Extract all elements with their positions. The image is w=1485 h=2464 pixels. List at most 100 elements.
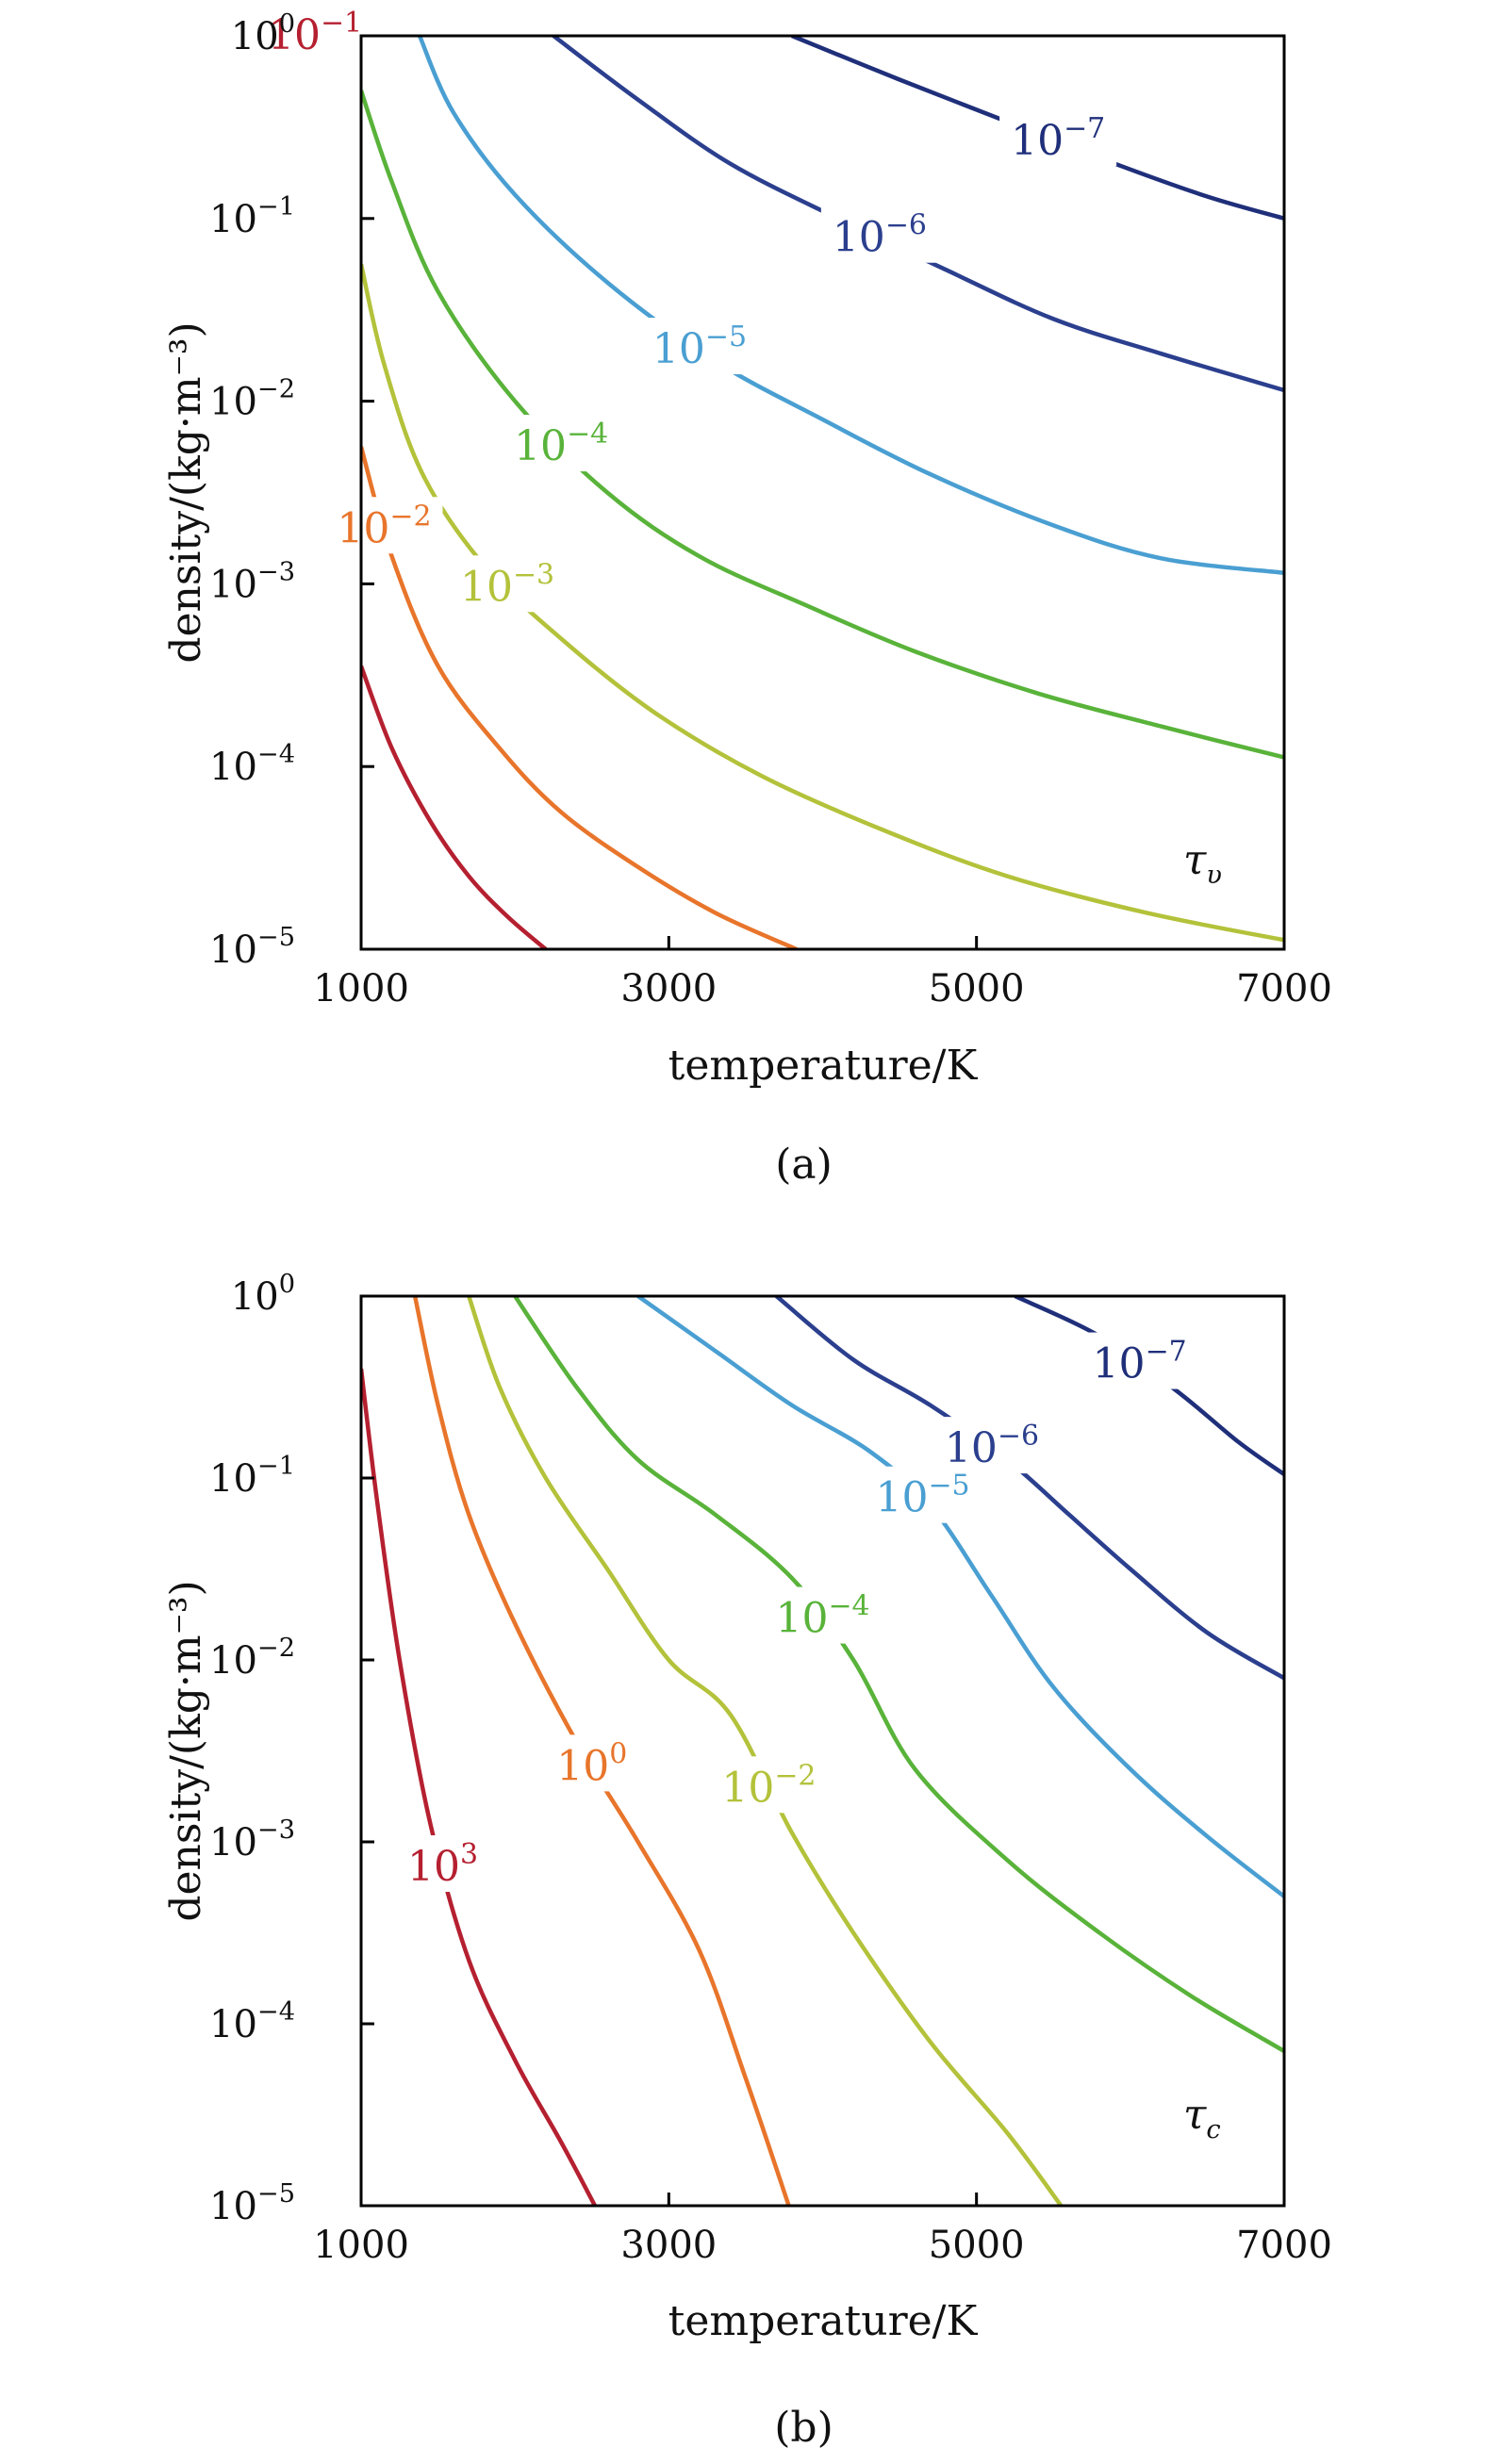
contour-label: 10−4 — [775, 1590, 869, 1643]
label-base: 10 — [337, 504, 389, 552]
label-gap — [764, 1586, 882, 1644]
y-axis-title: density/(kg·m⁻³) — [162, 321, 210, 663]
label-gap — [325, 497, 443, 554]
y-tick-label: 10−3 — [209, 557, 295, 606]
label-gap — [864, 1466, 982, 1523]
label-base: 10 — [209, 2185, 257, 2228]
x-axis-title: temperature/K — [668, 2297, 979, 2345]
label-exponent: −5 — [257, 2179, 295, 2209]
label-base: 10 — [1093, 1340, 1146, 1388]
label-gap — [533, 1734, 651, 1792]
label-base: 10 — [833, 214, 885, 262]
y-axis-title: density/(kg·m⁻³) — [162, 1580, 210, 1921]
contour-line — [361, 446, 798, 949]
y-tick-label: 10−4 — [209, 1997, 295, 2046]
label-base: 10 — [209, 198, 257, 241]
contour-label: 10−6 — [833, 209, 927, 262]
x-tick-label: 7000 — [1236, 967, 1332, 1010]
label-exponent: −4 — [257, 740, 295, 769]
label-base: 10 — [209, 563, 257, 606]
label-exponent: 0 — [279, 9, 295, 39]
label-base: 10 — [209, 1457, 257, 1501]
plot-frame — [359, 1294, 1286, 2208]
contour-label: 10−4 — [514, 418, 608, 470]
contour-line — [361, 263, 1284, 943]
y-tick-label: 10−2 — [209, 375, 295, 424]
label-base: 10 — [721, 1764, 774, 1812]
panel-caption: (a) — [775, 1141, 833, 1189]
x-tick-label: 7000 — [1236, 2224, 1332, 2267]
x-tick-label: 3000 — [620, 2224, 717, 2267]
label-gap — [710, 1756, 828, 1814]
contour-line — [775, 1296, 1284, 1681]
contour-label: 10−6 — [945, 1420, 1039, 1472]
label-base: 10 — [945, 1424, 998, 1472]
label-exponent: −4 — [257, 1997, 295, 2027]
contour-line — [467, 1296, 1064, 2206]
x-tick-label: 1000 — [313, 2224, 409, 2267]
label-exponent: −3 — [513, 558, 554, 591]
label-exponent: −2 — [257, 1634, 295, 1663]
x-tick-label: 3000 — [620, 967, 717, 1010]
label-gap — [999, 109, 1117, 167]
y-tick-label: 10−1 — [209, 192, 295, 241]
contour-label: 100 — [556, 1737, 627, 1790]
contour-label: 10−3 — [460, 558, 554, 611]
label-exponent: −6 — [998, 1420, 1039, 1453]
contour-label: 103 — [407, 1838, 478, 1891]
symbol-label: τc — [1183, 2091, 1221, 2144]
label-base: 10 — [209, 1639, 257, 1683]
contour-label: 10−5 — [876, 1470, 970, 1522]
label-exponent: −2 — [774, 1759, 816, 1792]
x-axis-title: temperature/K — [668, 1042, 979, 1090]
label-base: 10 — [209, 746, 257, 789]
label-exponent: −6 — [885, 209, 927, 242]
contour-line — [636, 1296, 1284, 1898]
x-tick-label: 5000 — [929, 967, 1025, 1010]
label-gap — [503, 415, 620, 472]
label-gap — [640, 318, 758, 375]
x-tick-label: 5000 — [929, 2224, 1025, 2267]
contour-label: 10−5 — [652, 320, 747, 373]
label-exponent: −7 — [1146, 1336, 1187, 1369]
label-base: 10 — [209, 928, 257, 972]
contour-line — [361, 665, 548, 949]
label-exponent: −5 — [705, 320, 747, 353]
symbol-subscript: c — [1206, 2115, 1220, 2144]
label-exponent: −3 — [257, 1815, 295, 1845]
label-gap — [256, 4, 374, 60]
label-base: 10 — [231, 15, 279, 58]
label-base: 10 — [556, 1742, 609, 1790]
y-tick-label: 100 — [231, 9, 295, 58]
label-base: 10 — [209, 1821, 257, 1864]
label-gap — [384, 1835, 502, 1893]
plot-frame — [359, 34, 1286, 951]
label-base: 10 — [1011, 117, 1064, 165]
contour-label: 10−2 — [721, 1759, 816, 1812]
contour-lines — [361, 36, 1284, 949]
contour-line — [417, 36, 1284, 576]
label-exponent: −4 — [828, 1590, 869, 1623]
label-gap — [449, 555, 567, 613]
symbol-main: τ — [1183, 2091, 1207, 2139]
label-base: 10 — [268, 11, 321, 59]
y-tick-label: 10−3 — [209, 1815, 295, 1864]
contour-lines — [361, 1296, 1284, 2206]
label-exponent: −1 — [257, 1452, 295, 1481]
contour-label: 10−7 — [1093, 1336, 1187, 1388]
label-base: 10 — [209, 381, 257, 424]
y-tick-label: 10−1 — [209, 1452, 295, 1501]
label-exponent: 0 — [279, 1270, 295, 1299]
label-exponent: −2 — [389, 500, 431, 533]
y-tick-label: 10−5 — [209, 2179, 295, 2228]
symbol-label: τυ — [1183, 836, 1222, 890]
y-tick-label: 100 — [231, 1270, 295, 1319]
label-exponent: −4 — [567, 418, 608, 451]
label-exponent: −7 — [1064, 112, 1105, 145]
contour-label: 10−1 — [268, 7, 362, 59]
label-base: 10 — [231, 1275, 279, 1319]
label-gap — [820, 205, 938, 263]
label-exponent: −1 — [321, 7, 362, 40]
